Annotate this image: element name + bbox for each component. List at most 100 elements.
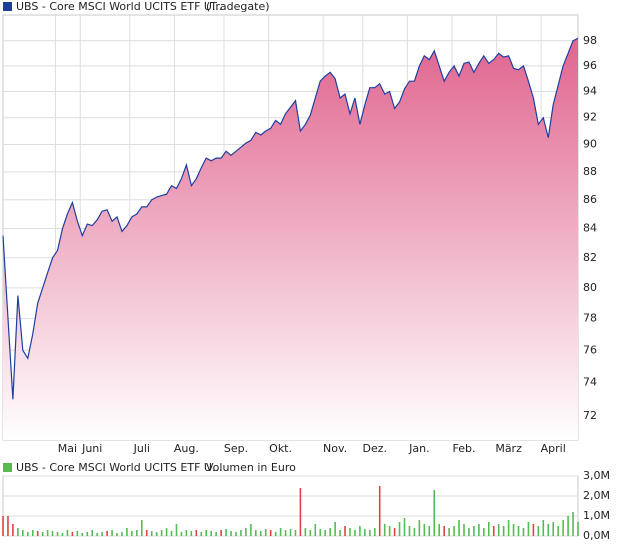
volume-bar	[71, 532, 74, 536]
y-tick-label: 88	[583, 165, 597, 178]
volume-bar	[17, 528, 19, 536]
volume-bar	[2, 516, 4, 536]
volume-bar	[185, 530, 188, 536]
volume-bar	[76, 531, 79, 536]
x-tick-label: Okt.	[269, 442, 292, 455]
volume-bar	[61, 533, 64, 536]
volume-bar	[294, 530, 297, 536]
volume-bar	[393, 528, 396, 536]
volume-bar	[572, 512, 574, 536]
volume-bar	[12, 524, 14, 536]
volume-bar	[66, 530, 69, 536]
y-tick-label: 92	[583, 111, 597, 124]
volume-bar	[131, 531, 133, 536]
volume-bar	[41, 532, 44, 536]
y-tick-label: 78	[583, 312, 597, 325]
volume-bar	[289, 529, 292, 536]
volume-bar	[205, 530, 208, 536]
volume-bar	[383, 524, 386, 536]
volume-bar	[359, 526, 361, 536]
volume-bar	[517, 526, 520, 536]
volume-bar	[537, 526, 540, 536]
y-tick-label: 84	[583, 221, 597, 234]
volume-bar	[22, 530, 24, 536]
y-tick-label: 80	[583, 281, 597, 294]
volume-bar	[473, 526, 475, 536]
y-tick-label: 74	[583, 376, 597, 389]
volume-bar	[443, 526, 445, 536]
volume-bar	[458, 520, 460, 536]
volume-bar	[309, 530, 312, 536]
volume-bar	[428, 526, 431, 536]
legend-swatch	[3, 2, 12, 11]
y-tick-label: 72	[583, 409, 597, 422]
x-tick-label: Jan.	[408, 442, 429, 455]
x-tick-label: Nov.	[323, 442, 347, 455]
volume-bar	[235, 532, 237, 536]
volume-bar	[225, 529, 227, 536]
volume-bar	[408, 526, 411, 536]
volume-bar	[483, 528, 485, 536]
volume-bar	[487, 522, 490, 536]
volume-bar	[180, 532, 183, 536]
x-tick-label: Juni	[81, 442, 102, 455]
y-tick-label: 86	[583, 193, 597, 206]
volume-bar	[304, 528, 307, 536]
volume-bar	[140, 520, 143, 536]
volume-bar	[200, 532, 203, 536]
volume-bar	[334, 522, 336, 536]
volume-bar	[269, 530, 272, 536]
volume-bar	[492, 526, 495, 536]
volume-bar	[542, 520, 545, 536]
volume-bar	[418, 520, 421, 536]
x-tick-label: Dez.	[363, 442, 388, 455]
volume-bar	[349, 528, 351, 536]
volume-bar	[502, 526, 505, 536]
volume-bar	[195, 530, 198, 536]
volume-bar	[255, 530, 257, 536]
volume-bar	[250, 524, 252, 536]
volume-bar	[369, 530, 371, 536]
volume-bar	[453, 526, 455, 536]
volume-bar	[7, 516, 9, 536]
volume-bar	[111, 530, 113, 536]
volume-bar	[170, 531, 173, 536]
volume-bar	[299, 488, 302, 536]
volume-bar	[284, 530, 287, 536]
y-tick-label: 3,0M	[583, 469, 610, 482]
y-tick-label: 96	[583, 59, 597, 72]
volume-bar	[259, 531, 262, 536]
volume-bar	[46, 530, 49, 536]
volume-bar	[220, 530, 222, 536]
volume-bar	[145, 530, 148, 536]
volume-bar	[547, 524, 550, 536]
volume-bar	[403, 518, 406, 536]
y-tick-label: 98	[583, 34, 597, 47]
y-tick-label: 94	[583, 85, 597, 98]
volume-bar	[190, 531, 193, 536]
y-tick-label: 2,0M	[583, 489, 610, 502]
volume-bar	[448, 528, 450, 536]
volume-bar	[567, 516, 569, 536]
volume-bar	[468, 528, 470, 536]
x-tick-label: Mai	[58, 442, 77, 455]
volume-bar	[423, 524, 426, 536]
volume-bar	[215, 532, 217, 536]
volume-bar	[478, 524, 480, 536]
x-tick-label: Aug.	[174, 442, 199, 455]
x-tick-label: April	[541, 442, 566, 455]
price-line	[2, 37, 579, 400]
volume-bar	[96, 533, 98, 536]
volume-bar	[106, 531, 108, 536]
legend-subtitle: Volumen in Euro	[206, 461, 296, 474]
volume-bar	[155, 532, 158, 536]
volume-bar	[413, 528, 416, 536]
volume-bar	[388, 526, 391, 536]
x-tick-label: Feb.	[452, 442, 475, 455]
volume-bar	[532, 524, 535, 536]
y-tick-label: 90	[583, 137, 597, 150]
volume-bar	[438, 524, 441, 536]
volume-bar	[175, 524, 178, 536]
legend-title: UBS - Core MSCI World UCITS ETF U...	[16, 0, 222, 13]
